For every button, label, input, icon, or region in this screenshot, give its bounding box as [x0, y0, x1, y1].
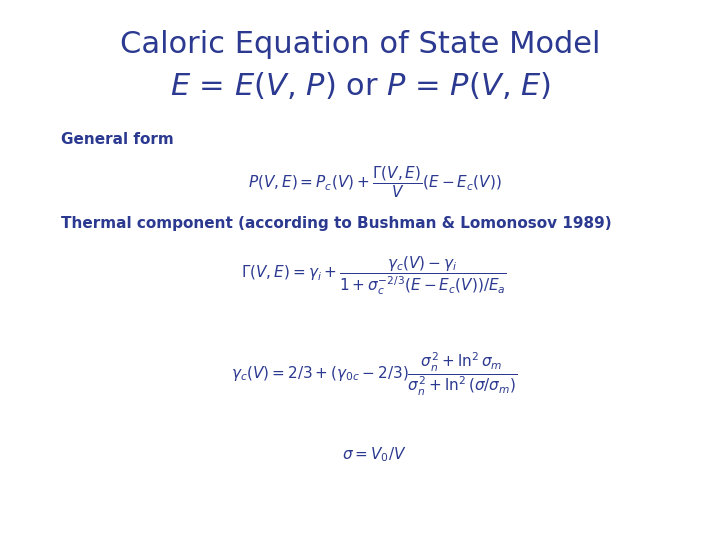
Text: $\gamma_c(V) = 2/3+(\gamma_{0c}-2/3)\dfrac{\sigma_n^2+\ln^2\sigma_m}{\sigma_n^2+: $\gamma_c(V) = 2/3+(\gamma_{0c}-2/3)\dfr…: [231, 351, 518, 398]
Text: $\sigma = V_0/V$: $\sigma = V_0/V$: [342, 446, 407, 464]
Text: $P(V,E) = P_c(V)+\dfrac{\Gamma(V,E)}{V}(E - E_c(V))$: $P(V,E) = P_c(V)+\dfrac{\Gamma(V,E)}{V}(…: [248, 165, 501, 200]
Text: $\it{E}$ = $\it{E}$($\it{V}$, $\it{P}$) or $\it{P}$ = $\it{P}$($\it{V}$, $\it{E}: $\it{E}$ = $\it{E}$($\it{V}$, $\it{P}$) …: [169, 70, 551, 101]
Text: $\Gamma(V,E) = \gamma_i + \dfrac{\gamma_c(V)-\gamma_i}{1+\sigma_c^{-2/3}(E - E_c: $\Gamma(V,E) = \gamma_i + \dfrac{\gamma_…: [241, 254, 508, 297]
Text: General form: General form: [61, 132, 174, 147]
Text: Thermal component (according to Bushman & Lomonosov 1989): Thermal component (according to Bushman …: [61, 216, 612, 231]
Text: Caloric Equation of State Model: Caloric Equation of State Model: [120, 30, 600, 59]
